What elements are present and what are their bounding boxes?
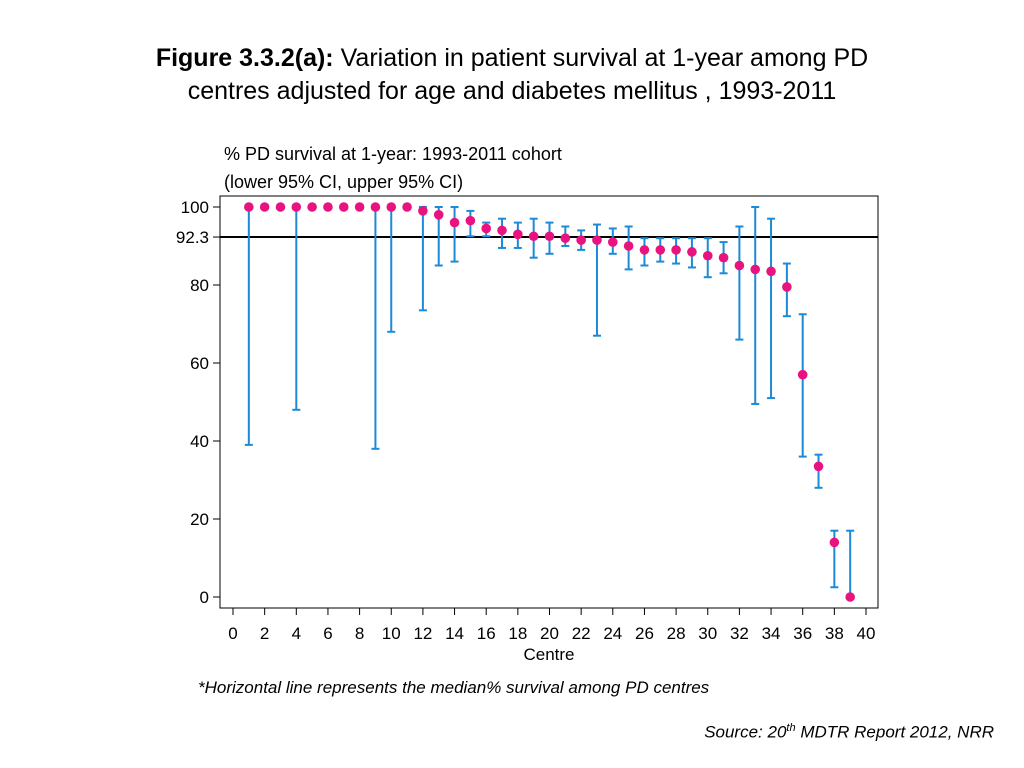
- source-prefix: Source: 20: [704, 722, 787, 742]
- survival-point: [829, 537, 840, 548]
- survival-point: [655, 245, 666, 255]
- survival-point: [687, 247, 697, 257]
- y-tick-label: 40: [190, 432, 209, 451]
- survival-point: [734, 260, 745, 271]
- survival-point: [797, 369, 808, 380]
- survival-point: [259, 202, 270, 212]
- x-tick-label: 26: [635, 624, 654, 643]
- x-tick-label: 16: [477, 624, 496, 643]
- x-tick-label: 6: [323, 624, 332, 643]
- survival-point: [544, 231, 555, 242]
- survival-point: [481, 223, 492, 234]
- x-tick-label: 36: [793, 624, 812, 643]
- survival-point: [782, 282, 792, 292]
- survival-point: [275, 202, 286, 212]
- x-tick-label: 12: [413, 624, 432, 643]
- survival-point: [433, 210, 444, 220]
- source-sup: th: [786, 722, 796, 734]
- x-tick-label: 14: [445, 624, 464, 643]
- survival-point: [386, 202, 397, 212]
- survival-point: [513, 229, 523, 240]
- survival-point: [813, 461, 824, 472]
- x-tick-label: 30: [698, 624, 717, 643]
- survival-point: [307, 202, 317, 212]
- source-suffix: MDTR Report 2012, NRR: [795, 722, 994, 742]
- ci-layer: [244, 206, 855, 598]
- source-note: Source: 20th MDTR Report 2012, NRR: [704, 722, 994, 743]
- survival-point: [592, 235, 602, 245]
- survival-point: [449, 217, 460, 228]
- survival-point: [291, 202, 302, 212]
- y-tick-label: 80: [190, 276, 209, 295]
- survival-point: [497, 225, 507, 236]
- y-tick-label: 60: [190, 354, 209, 373]
- y-tick-label: 92.3: [176, 228, 209, 247]
- survival-point: [370, 202, 381, 212]
- survival-point: [244, 202, 254, 212]
- figure-title-line2: centres adjusted for age and diabetes me…: [187, 77, 837, 105]
- survival-point: [465, 215, 476, 226]
- x-tick-label: 40: [857, 624, 876, 643]
- x-tick-label: 24: [603, 624, 622, 643]
- x-tick-label: 8: [355, 624, 364, 643]
- y-tick-label: 0: [200, 588, 209, 607]
- survival-point: [418, 206, 428, 216]
- y-tick-label: 20: [190, 510, 209, 529]
- x-tick-label: 4: [292, 624, 301, 643]
- chart-subtitle: (lower 95% CI, upper 95% CI): [224, 172, 463, 192]
- y-tick-label: 100: [181, 198, 209, 217]
- survival-point: [623, 241, 634, 251]
- survival-point: [671, 245, 681, 255]
- survival-point: [402, 202, 412, 212]
- survival-point: [354, 202, 365, 212]
- x-tick-label: 38: [825, 624, 844, 643]
- x-tick-label: 34: [762, 624, 781, 643]
- x-tick-label: 0: [228, 624, 237, 643]
- survival-point: [702, 250, 713, 261]
- survival-point: [608, 237, 618, 247]
- x-tick-label: 10: [382, 624, 401, 643]
- figure-label: Figure 3.3.2(a):: [155, 44, 334, 72]
- points-layer: [244, 202, 855, 602]
- figure-title: Figure 3.3.2(a): Variation in patient su…: [40, 42, 984, 108]
- x-tick-label: 18: [508, 624, 527, 643]
- x-axis-label: Centre: [523, 645, 574, 664]
- survival-point: [750, 264, 761, 275]
- chart-title: % PD survival at 1-year: 1993-2011 cohor…: [224, 144, 562, 164]
- x-tick-label: 32: [730, 624, 749, 643]
- survival-point: [639, 245, 650, 255]
- survival-point: [576, 235, 586, 245]
- plot-frame: [219, 195, 879, 609]
- survival-point: [845, 592, 855, 602]
- x-tick-label: 22: [572, 624, 591, 643]
- axes-layer: 0 2 4 6 8 10 12 14 16 18 20 22 24 26 28 30 32 34 36 38 40020…: [176, 198, 876, 643]
- x-tick-label: 20: [540, 624, 559, 643]
- survival-point: [560, 233, 571, 243]
- survival-point: [323, 202, 333, 212]
- survival-point: [718, 252, 729, 263]
- x-tick-label: 28: [667, 624, 686, 643]
- x-tick-label: 2: [260, 624, 269, 643]
- figure-title-line1: Variation in patient survival at 1-year …: [340, 44, 869, 72]
- survival-point: [528, 231, 539, 242]
- survival-point: [766, 266, 776, 277]
- footnote: *Horizontal line represents the median% …: [198, 678, 710, 697]
- survival-point: [338, 202, 349, 212]
